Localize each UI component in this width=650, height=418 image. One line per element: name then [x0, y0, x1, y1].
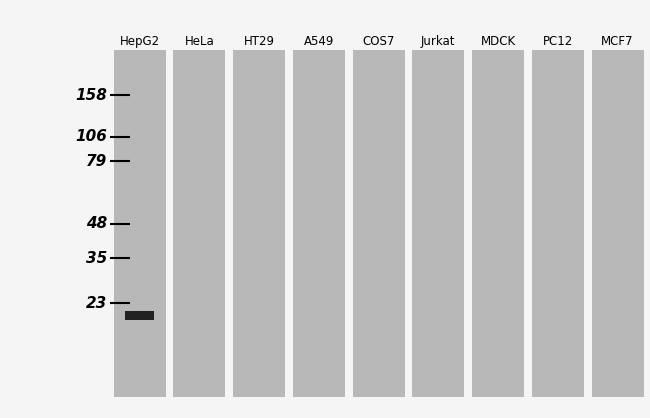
Text: 35: 35 [86, 251, 107, 266]
Bar [293, 50, 345, 397]
Text: MDCK: MDCK [480, 35, 515, 48]
Bar [114, 50, 166, 397]
Bar [233, 50, 285, 397]
Text: MCF7: MCF7 [601, 35, 634, 48]
Bar [125, 311, 154, 320]
Bar [472, 50, 524, 397]
Text: COS7: COS7 [363, 35, 395, 48]
Text: HT29: HT29 [244, 35, 275, 48]
Text: 158: 158 [75, 88, 107, 103]
Text: HeLa: HeLa [185, 35, 215, 48]
Text: 79: 79 [86, 154, 107, 169]
Bar [532, 50, 584, 397]
Text: A549: A549 [304, 35, 334, 48]
Bar [412, 50, 464, 397]
Bar [592, 50, 644, 397]
Bar [174, 50, 226, 397]
Text: 23: 23 [86, 296, 107, 311]
Text: 48: 48 [86, 216, 107, 231]
Bar [353, 50, 404, 397]
Text: 106: 106 [75, 130, 107, 144]
Text: Jurkat: Jurkat [421, 35, 456, 48]
Text: HepG2: HepG2 [120, 35, 160, 48]
Text: PC12: PC12 [543, 35, 573, 48]
